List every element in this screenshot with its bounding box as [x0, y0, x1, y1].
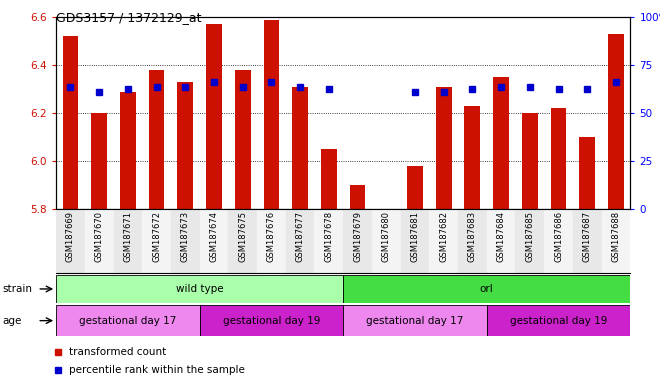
Text: gestational day 19: gestational day 19 — [222, 316, 320, 326]
Bar — [436, 87, 451, 209]
Text: GSM187686: GSM187686 — [554, 211, 563, 262]
Text: strain: strain — [2, 284, 32, 294]
Text: gestational day 17: gestational day 17 — [79, 316, 177, 326]
Text: GSM187672: GSM187672 — [152, 211, 161, 262]
Bar — [178, 82, 193, 209]
Text: GSM187685: GSM187685 — [525, 211, 535, 262]
Text: GSM187684: GSM187684 — [496, 211, 506, 262]
Bar — [199, 305, 343, 336]
Bar — [407, 166, 423, 209]
Text: GSM187674: GSM187674 — [209, 211, 218, 262]
Bar — [199, 209, 228, 273]
Bar — [56, 305, 199, 336]
Bar — [91, 113, 107, 209]
Bar — [63, 36, 79, 209]
Text: orl: orl — [480, 284, 494, 294]
Bar — [235, 70, 251, 209]
Bar — [486, 209, 515, 273]
Bar — [206, 25, 222, 209]
Bar — [573, 209, 602, 273]
Text: GSM187677: GSM187677 — [296, 211, 305, 262]
Bar — [257, 209, 286, 273]
Bar — [228, 209, 257, 273]
Text: GSM187687: GSM187687 — [583, 211, 592, 262]
Text: GSM187673: GSM187673 — [181, 211, 190, 262]
Bar — [401, 209, 429, 273]
Bar — [378, 209, 394, 267]
Bar — [372, 209, 401, 273]
Text: GSM187682: GSM187682 — [439, 211, 448, 262]
Bar — [171, 209, 199, 273]
Text: GSM187681: GSM187681 — [411, 211, 420, 262]
Bar — [148, 70, 164, 209]
Text: GSM187680: GSM187680 — [381, 211, 391, 262]
Text: GSM187670: GSM187670 — [94, 211, 104, 262]
Bar — [343, 209, 372, 273]
Bar — [343, 305, 487, 336]
Bar — [550, 109, 566, 209]
Bar — [602, 209, 630, 273]
Text: percentile rank within the sample: percentile rank within the sample — [69, 365, 245, 375]
Text: gestational day 17: gestational day 17 — [366, 316, 464, 326]
Bar — [56, 209, 84, 273]
Text: GSM187678: GSM187678 — [324, 211, 333, 262]
Bar — [465, 106, 480, 209]
Bar — [143, 209, 171, 273]
Bar — [56, 275, 343, 303]
Text: GSM187675: GSM187675 — [238, 211, 248, 262]
Bar — [84, 209, 114, 273]
Bar — [487, 305, 630, 336]
Text: GSM187669: GSM187669 — [66, 211, 75, 262]
Bar — [458, 209, 486, 273]
Bar — [515, 209, 544, 273]
Text: gestational day 19: gestational day 19 — [510, 316, 607, 326]
Bar — [429, 209, 458, 273]
Text: wild type: wild type — [176, 284, 224, 294]
Bar — [544, 209, 573, 273]
Text: GDS3157 / 1372129_at: GDS3157 / 1372129_at — [56, 12, 201, 25]
Text: GSM187679: GSM187679 — [353, 211, 362, 262]
Text: transformed count: transformed count — [69, 347, 166, 357]
Bar — [493, 77, 509, 209]
Bar — [522, 113, 538, 209]
Bar — [579, 137, 595, 209]
Bar — [120, 92, 136, 209]
Text: GSM187683: GSM187683 — [468, 211, 477, 262]
Bar — [608, 34, 624, 209]
Text: age: age — [2, 316, 21, 326]
Text: GSM187676: GSM187676 — [267, 211, 276, 262]
Bar — [263, 20, 279, 209]
Bar — [314, 209, 343, 273]
Bar — [343, 275, 630, 303]
Text: GSM187671: GSM187671 — [123, 211, 133, 262]
Text: GSM187688: GSM187688 — [611, 211, 620, 262]
Bar — [350, 185, 366, 209]
Bar — [114, 209, 143, 273]
Bar — [321, 149, 337, 209]
Bar — [286, 209, 314, 273]
Bar — [292, 87, 308, 209]
